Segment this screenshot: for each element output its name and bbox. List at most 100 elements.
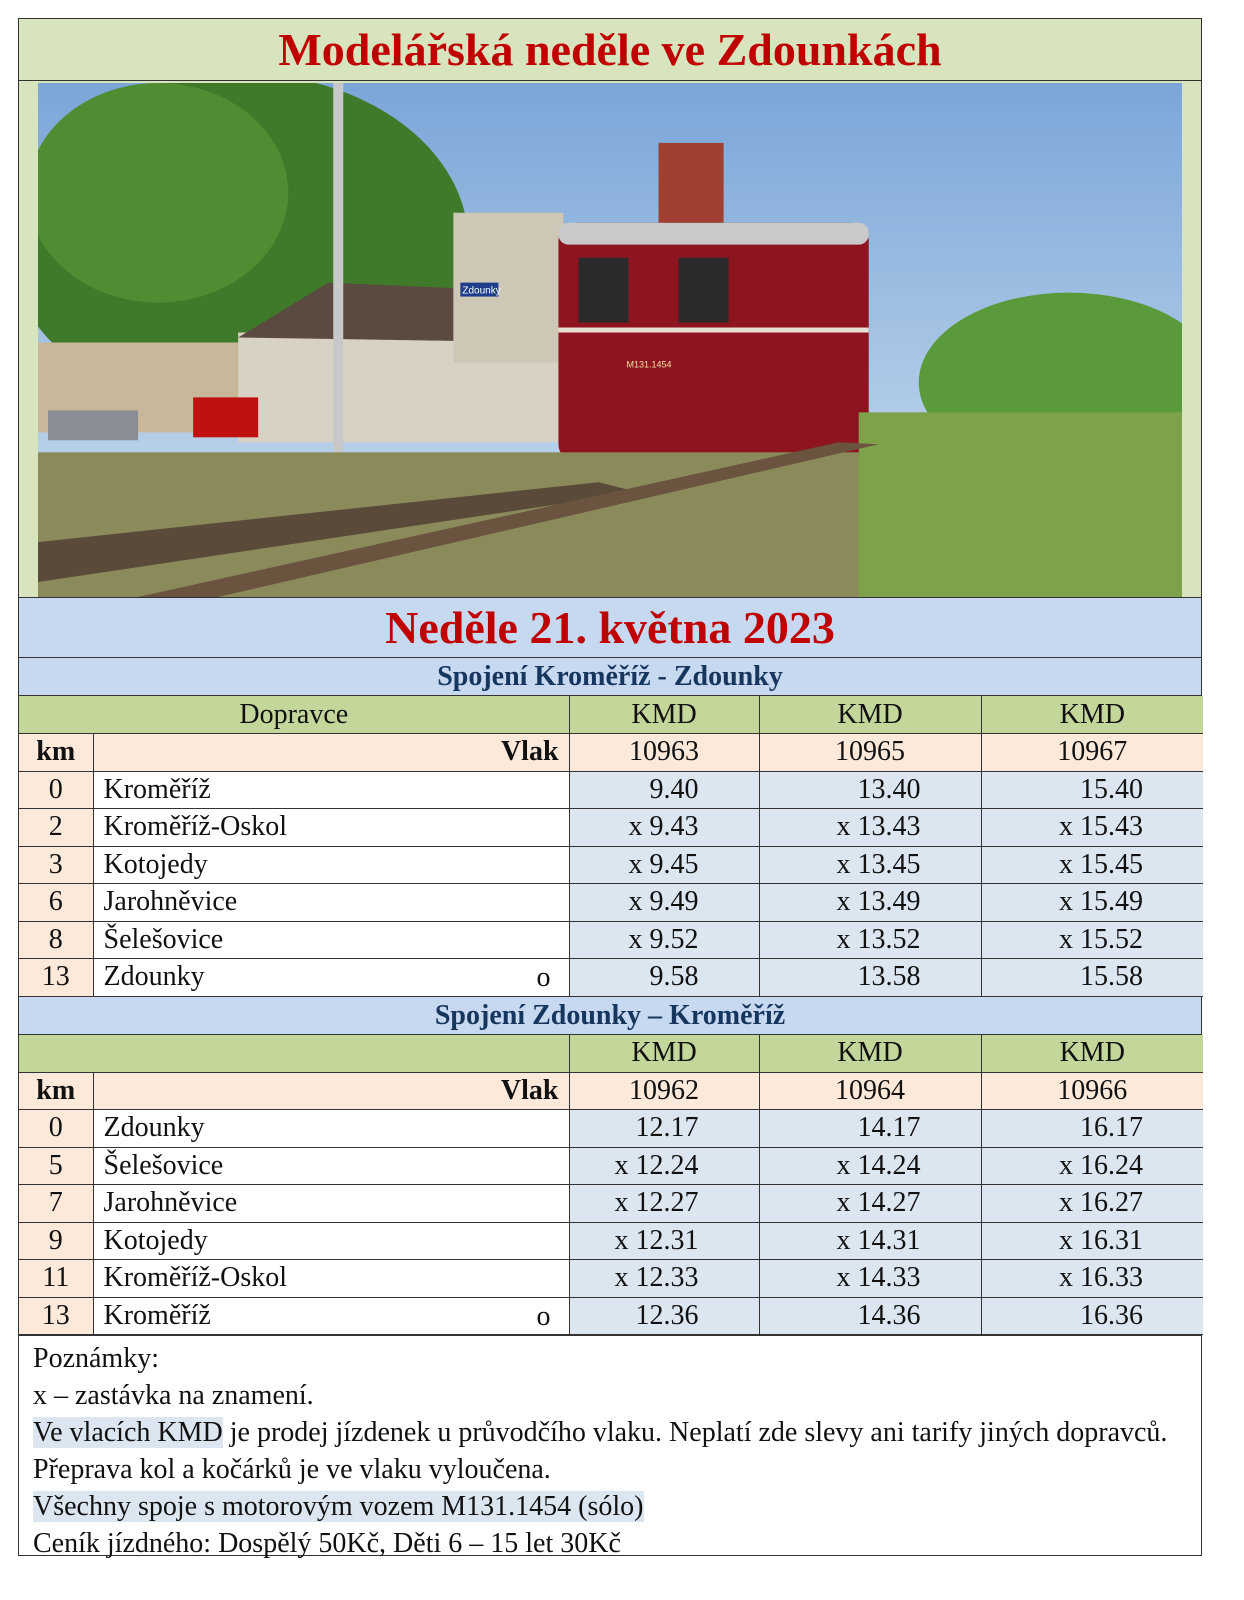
train-number: 10962 bbox=[568, 1071, 760, 1110]
carrier-label-empty bbox=[19, 1034, 570, 1073]
photo-frame: Zdounky M131.1454 bbox=[19, 81, 1201, 598]
km-header: km bbox=[19, 1071, 94, 1110]
train-number: 10967 bbox=[980, 733, 1204, 772]
time-cell: x 13.45 bbox=[758, 845, 982, 884]
carrier-cell: KMD bbox=[980, 696, 1204, 734]
stop-row: 13 Zdounky o 9.58 13.58 15.58 bbox=[19, 958, 1204, 997]
train-row: km Vlak 10962 10964 10966 bbox=[19, 1071, 1203, 1110]
km-cell: 11 bbox=[19, 1259, 94, 1298]
svg-text:Zdounky: Zdounky bbox=[462, 286, 500, 297]
time-cell: x 14.24 bbox=[758, 1146, 982, 1185]
km-cell: 5 bbox=[19, 1146, 94, 1185]
station-name: Kroměříž bbox=[103, 773, 211, 805]
time-cell: x 16.27 bbox=[980, 1184, 1203, 1223]
carrier-cell: KMD bbox=[758, 696, 982, 734]
station-name: Kroměříž bbox=[103, 1299, 211, 1331]
station-name: Zdounky bbox=[103, 1112, 205, 1144]
carrier-row: KMD KMD KMD bbox=[19, 1034, 1203, 1073]
stop-row: 8 Šelešovice x 9.52 x 13.52 x 15.52 bbox=[19, 920, 1204, 959]
timetable-poster: Modelářská neděle ve Zdounkách Zdounky M… bbox=[18, 18, 1204, 1559]
carrier-cell: KMD bbox=[758, 1034, 982, 1073]
time-cell: 12.17 bbox=[568, 1109, 760, 1148]
time-cell: x 12.27 bbox=[568, 1184, 760, 1223]
station-name: Šelešovice bbox=[103, 923, 224, 955]
km-cell: 8 bbox=[19, 920, 94, 959]
time-cell: x 9.45 bbox=[568, 845, 760, 884]
notes-line: Ve vlacích KMD je prodej jízdenek u prův… bbox=[33, 1414, 1187, 1488]
station-cell: Šelešovice bbox=[92, 920, 570, 959]
notes-highlight: Všechny spoje s motorovým vozem M131.145… bbox=[33, 1491, 644, 1522]
station-cell: Kotojedy bbox=[92, 845, 570, 884]
time-cell: 16.17 bbox=[980, 1109, 1203, 1148]
km-cell: 13 bbox=[19, 1296, 94, 1335]
time-cell: x 14.27 bbox=[758, 1184, 982, 1223]
stop-row: 6 Jarohněvice x 9.49 x 13.49 x 15.49 bbox=[19, 883, 1204, 922]
km-cell: 7 bbox=[19, 1184, 94, 1223]
notes-text: je prodej jízdenek u průvodčího vlaku. N… bbox=[33, 1417, 1168, 1485]
time-cell: x 15.43 bbox=[980, 808, 1204, 847]
station-cell: Zdounky bbox=[92, 1109, 570, 1148]
section-title-outbound: Spojení Kroměříž - Zdounky bbox=[19, 658, 1201, 696]
time-cell: 14.36 bbox=[758, 1296, 982, 1335]
km-cell: 0 bbox=[19, 770, 94, 809]
railcar-photo: Zdounky M131.1454 bbox=[38, 83, 1182, 597]
notes-line: Všechny spoje s motorovým vozem M131.145… bbox=[33, 1488, 1187, 1525]
train-number: 10966 bbox=[980, 1071, 1203, 1110]
station-cell: Kroměříž-Oskol bbox=[92, 1259, 570, 1298]
station-name: Kotojedy bbox=[103, 1224, 208, 1256]
poster-title: Modelářská neděle ve Zdounkách bbox=[19, 19, 1201, 81]
notes-heading: Poznámky: bbox=[33, 1343, 159, 1374]
station-cell: Kroměříž-Oskol bbox=[92, 808, 570, 847]
station-cell: Kroměříž o bbox=[92, 1296, 570, 1335]
train-row: km Vlak 10963 10965 10967 bbox=[19, 733, 1204, 772]
km-header: km bbox=[19, 733, 94, 772]
station-name: Kotojedy bbox=[103, 848, 208, 880]
train-number: 10965 bbox=[758, 733, 982, 772]
time-cell: x 13.49 bbox=[758, 883, 982, 922]
notes-highlight: Ve vlacích KMD bbox=[33, 1417, 223, 1448]
time-cell: x 16.33 bbox=[980, 1259, 1203, 1298]
station-name: Kroměříž-Oskol bbox=[103, 1262, 288, 1294]
station-name: Jarohněvice bbox=[103, 1187, 238, 1219]
time-cell: x 16.31 bbox=[980, 1221, 1203, 1260]
time-cell: 15.58 bbox=[980, 958, 1204, 997]
stop-row: 13 Kroměříž o 12.36 14.36 16.36 bbox=[19, 1296, 1203, 1335]
carrier-cell: KMD bbox=[980, 1034, 1203, 1073]
carrier-label: Dopravce bbox=[19, 696, 570, 734]
km-cell: 0 bbox=[19, 1109, 94, 1148]
time-cell: x 12.31 bbox=[568, 1221, 760, 1260]
carrier-cell: KMD bbox=[568, 696, 760, 734]
station-cell: Jarohněvice bbox=[92, 883, 570, 922]
notes-line: x – zastávka na znamení. bbox=[33, 1380, 314, 1411]
time-cell: x 12.33 bbox=[568, 1259, 760, 1298]
svg-text:M131.1454: M131.1454 bbox=[627, 359, 672, 369]
carrier-row: Dopravce KMD KMD KMD bbox=[19, 696, 1204, 734]
km-cell: 3 bbox=[19, 845, 94, 884]
station-cell: Kotojedy bbox=[92, 1221, 570, 1260]
time-cell: x 12.24 bbox=[568, 1146, 760, 1185]
train-number: 10964 bbox=[758, 1071, 982, 1110]
km-cell: 6 bbox=[19, 883, 94, 922]
stop-row: 5 Šelešovice x 12.24 x 14.24 x 16.24 bbox=[19, 1146, 1203, 1185]
carrier-cell: KMD bbox=[568, 1034, 760, 1073]
timetable-outbound: Dopravce KMD KMD KMD km Vlak 10963 10965… bbox=[19, 696, 1204, 997]
station-cell: Kroměříž bbox=[92, 770, 570, 809]
train-number: 10963 bbox=[568, 733, 760, 772]
stop-row: 11 Kroměříž-Oskol x 12.33 x 14.33 x 16.33 bbox=[19, 1259, 1203, 1298]
station-name: Kroměříž-Oskol bbox=[103, 811, 288, 843]
time-cell: x 14.31 bbox=[758, 1221, 982, 1260]
train-label: Vlak bbox=[92, 733, 570, 772]
arrival-mark: o bbox=[536, 962, 551, 993]
km-cell: 13 bbox=[19, 958, 94, 997]
stop-row: 3 Kotojedy x 9.45 x 13.45 x 15.45 bbox=[19, 845, 1204, 884]
time-cell: 13.40 bbox=[758, 770, 982, 809]
time-cell: 9.58 bbox=[568, 958, 760, 997]
time-cell: x 14.33 bbox=[758, 1259, 982, 1298]
notes-line: Ceník jízdného: Dospělý 50Kč, Děti 6 – 1… bbox=[33, 1528, 621, 1559]
time-cell: x 9.52 bbox=[568, 920, 760, 959]
station-cell: Šelešovice bbox=[92, 1146, 570, 1185]
notes: Poznámky: x – zastávka na znamení. Ve vl… bbox=[19, 1335, 1201, 1559]
time-cell: x 15.52 bbox=[980, 920, 1204, 959]
stop-row: 7 Jarohněvice x 12.27 x 14.27 x 16.27 bbox=[19, 1184, 1203, 1223]
